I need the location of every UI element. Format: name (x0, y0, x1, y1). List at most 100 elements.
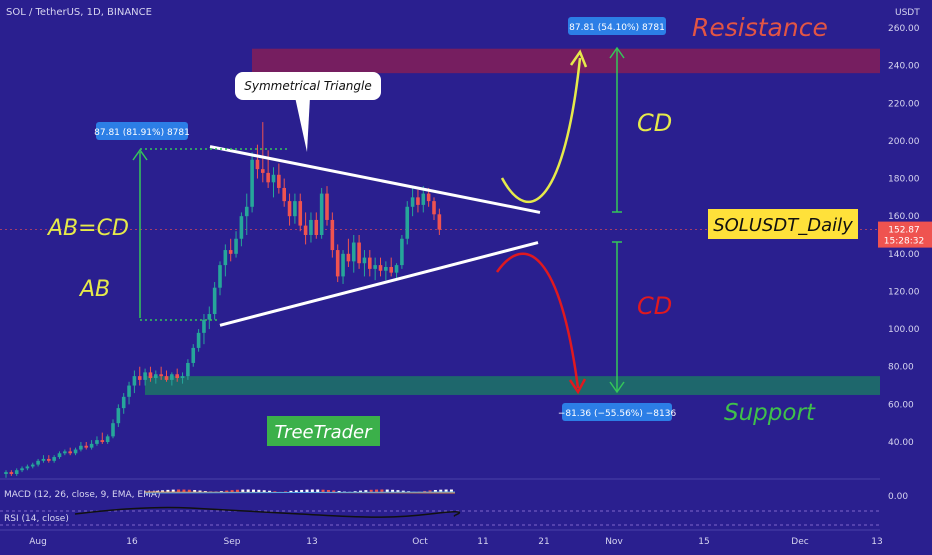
candle-body[interactable] (261, 169, 265, 173)
measure-cd-down[interactable]: −81.36 (−55.56%) −8136 (558, 241, 677, 421)
candle-body[interactable] (196, 332, 201, 348)
triangle-lower-line[interactable] (219, 241, 539, 327)
candle-body[interactable] (277, 174, 281, 188)
candle-body[interactable] (346, 253, 351, 262)
candle-body[interactable] (52, 457, 56, 461)
candle-body[interactable] (325, 193, 329, 220)
candle-body[interactable] (378, 265, 383, 271)
candle-body[interactable] (154, 374, 158, 379)
measure-ab[interactable]: 87.81 (81.91%) 8781 (94, 122, 290, 321)
candle-body[interactable] (14, 470, 19, 474)
candle-body[interactable] (426, 193, 431, 202)
candle-body[interactable] (148, 372, 153, 379)
candle-body[interactable] (437, 214, 442, 230)
triangle-callout[interactable]: Symmetrical Triangle (235, 72, 381, 152)
candle-body[interactable] (164, 376, 169, 380)
candle-body[interactable] (9, 472, 14, 474)
bullish-scenario-arrow[interactable] (500, 57, 582, 204)
candle-body[interactable] (111, 423, 115, 437)
candle-body[interactable] (410, 197, 415, 207)
candle-body[interactable] (25, 466, 30, 469)
candle-body[interactable] (143, 372, 147, 380)
price-axis[interactable]: USDT 260.00 240.00 220.00 200.00 180.00 160.0… (888, 8, 920, 448)
candle-body[interactable] (282, 187, 286, 202)
candle-body[interactable] (250, 159, 254, 207)
candle-body[interactable] (191, 347, 196, 363)
candle-body[interactable] (239, 216, 244, 239)
candle-body[interactable] (266, 172, 270, 183)
price-tick-label: 200.00 (888, 137, 920, 147)
candle-body[interactable] (175, 374, 179, 379)
candle-body[interactable] (41, 458, 46, 461)
candle-body[interactable] (4, 472, 8, 474)
candle-body[interactable] (121, 396, 126, 409)
candle-body[interactable] (170, 374, 174, 380)
candle-body[interactable] (180, 376, 185, 379)
candle-body[interactable] (218, 265, 222, 288)
candle-body[interactable] (416, 197, 420, 205)
candle-body[interactable] (330, 219, 335, 251)
candle-body[interactable] (57, 453, 62, 458)
candle-body[interactable] (384, 266, 388, 271)
ab-eq-cd-label: AB=CD (46, 216, 129, 241)
candle-body[interactable] (389, 266, 393, 273)
candle-body[interactable] (20, 468, 24, 471)
candle-body[interactable] (47, 458, 51, 461)
candle-body[interactable] (421, 193, 426, 205)
measure-cd-up[interactable]: 87.81 (54.10%) 8781 (568, 17, 666, 213)
candle-body[interactable] (309, 219, 313, 235)
candle-body[interactable] (293, 201, 297, 217)
candle-body[interactable] (89, 443, 94, 448)
time-tick-label: 21 (538, 537, 549, 547)
candle-body[interactable] (394, 265, 399, 273)
candle-body[interactable] (132, 376, 137, 386)
candle-body[interactable] (159, 374, 163, 377)
candle-body[interactable] (357, 242, 361, 264)
candle-body[interactable] (79, 445, 83, 450)
candle-body[interactable] (362, 257, 367, 264)
candle-body[interactable] (244, 206, 249, 217)
support-label: Support (724, 400, 816, 426)
candle-body[interactable] (223, 250, 228, 266)
candle-body[interactable] (368, 257, 372, 269)
candle-body[interactable] (255, 159, 260, 170)
time-tick-label: 11 (477, 537, 488, 547)
candle-body[interactable] (271, 174, 276, 183)
candle-body[interactable] (351, 242, 356, 262)
candle-body[interactable] (303, 225, 308, 235)
candle-body[interactable] (319, 193, 324, 235)
candle-body[interactable] (335, 250, 340, 277)
candle-body[interactable] (95, 440, 99, 444)
candle-body[interactable] (298, 201, 303, 226)
candle-body[interactable] (405, 206, 410, 239)
candle-body[interactable] (228, 250, 233, 254)
candle-body[interactable] (137, 376, 142, 380)
candle-body[interactable] (127, 385, 131, 397)
candle-body[interactable] (400, 238, 404, 266)
candle-body[interactable] (73, 449, 78, 454)
candle-body[interactable] (116, 408, 121, 424)
candle-body[interactable] (84, 445, 89, 448)
candle-body[interactable] (30, 464, 35, 467)
candle-body[interactable] (63, 451, 67, 454)
macd-bar (321, 489, 325, 493)
candle-body[interactable] (234, 238, 238, 254)
candle-body[interactable] (186, 362, 190, 377)
macd-bar (246, 489, 250, 493)
candle-body[interactable] (341, 253, 345, 277)
candle-body[interactable] (212, 287, 217, 315)
candle-body[interactable] (432, 201, 436, 215)
candle-body[interactable] (36, 460, 40, 465)
triangle-upper-line[interactable] (209, 145, 541, 214)
candle-body[interactable] (287, 201, 292, 217)
candle-body[interactable] (105, 436, 110, 442)
bearish-scenario-arrow[interactable] (495, 252, 580, 389)
candle-body[interactable] (202, 319, 206, 333)
candle-body[interactable] (100, 440, 105, 442)
time-axis[interactable]: Aug 16 Sep 13 Oct 11 21 Nov 15 Dec 13 (29, 537, 883, 547)
candle-body[interactable] (207, 314, 212, 320)
candle-body[interactable] (373, 265, 377, 269)
candle-body[interactable] (68, 451, 72, 454)
candle-body[interactable] (314, 219, 319, 235)
